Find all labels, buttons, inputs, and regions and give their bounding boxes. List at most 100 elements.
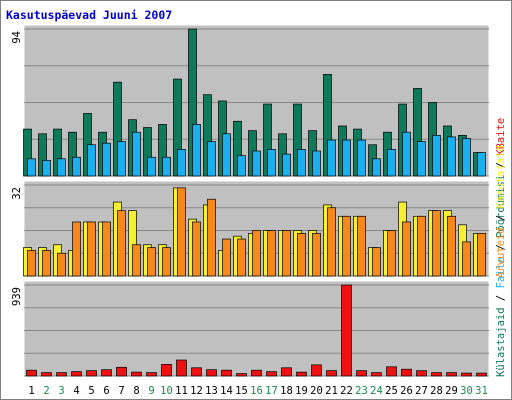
bar-pages-2-day-23 xyxy=(357,215,366,277)
bar-pages-2-day-6 xyxy=(102,221,111,277)
bar-pages-2-day-7 xyxy=(117,210,126,277)
legend-entry: Külastajaid xyxy=(495,307,507,377)
bar-visits-2-day-22 xyxy=(342,139,351,177)
bar-bytes-1-day-1 xyxy=(26,369,37,377)
bar-visits-2-day-24 xyxy=(372,158,381,177)
bar-pages-2-day-28 xyxy=(432,210,441,277)
bar-pages-2-day-22 xyxy=(342,215,351,277)
bar-bytes-1-day-18 xyxy=(281,367,292,377)
x-tick-label: 27 xyxy=(415,385,428,397)
bar-visits-2-day-4 xyxy=(72,156,81,177)
x-tick-label: 25 xyxy=(385,385,398,397)
bar-bytes-1-day-27 xyxy=(416,370,427,377)
legend-entry: Pöördumisi xyxy=(495,175,507,238)
bar-visits-2-day-17 xyxy=(267,149,276,177)
bar-visits-2-day-25 xyxy=(387,149,396,177)
bar-visits-2-day-5 xyxy=(87,144,96,177)
x-axis-labels: 1 2 3 4 5 6 7 8 9 10 11 12 13 14 15 16 17 18 19 20 21 22 23 24 2… xyxy=(28,385,487,397)
bar-visits-2-day-7 xyxy=(117,141,126,177)
x-tick-label: 20 xyxy=(310,385,323,397)
bar-visits-2-day-18 xyxy=(282,153,291,177)
bar-pages-2-day-9 xyxy=(147,247,156,277)
bar-bytes-1-day-24 xyxy=(371,372,382,377)
x-tick-label: 29 xyxy=(445,385,458,397)
bar-bytes-1-day-14 xyxy=(221,369,232,377)
y-max-label: 32 xyxy=(11,187,23,200)
bar-bytes-1-day-17 xyxy=(266,371,277,377)
x-tick-label: 14 xyxy=(220,385,233,397)
chart-title: Kasutuspäevad Juuni 2007 xyxy=(6,8,172,22)
bar-pages-2-day-13 xyxy=(207,198,216,277)
bar-visits-2-day-9 xyxy=(147,156,156,177)
x-tick-label: 16 xyxy=(250,385,263,397)
bar-pages-2-day-3 xyxy=(57,252,66,277)
bar-visits-2-day-20 xyxy=(312,150,321,177)
bar-visits-2-day-14 xyxy=(222,133,231,177)
bar-visits-2-day-29 xyxy=(447,136,456,177)
bar-bytes-1-day-15 xyxy=(236,373,247,377)
x-tick-label: 1 xyxy=(28,385,34,397)
bar-bytes-1-day-2 xyxy=(41,372,52,377)
x-tick-label: 30 xyxy=(460,385,473,397)
bar-bytes-1-day-6 xyxy=(101,369,112,377)
legend-separator: / xyxy=(495,238,507,257)
bar-visits-2-day-2 xyxy=(42,160,51,177)
bar-bytes-1-day-7 xyxy=(116,366,127,377)
bar-pages-2-day-16 xyxy=(252,230,261,277)
bar-pages-2-day-29 xyxy=(447,215,456,277)
bar-pages-2-day-27 xyxy=(417,215,426,277)
panel-pages: 32 xyxy=(11,180,490,278)
x-tick-label: 8 xyxy=(133,385,139,397)
x-tick-label: 26 xyxy=(400,385,413,397)
bar-bytes-1-day-31 xyxy=(476,372,487,377)
bar-bytes-1-day-22 xyxy=(341,284,352,377)
x-tick-label: 5 xyxy=(88,385,94,397)
bar-visits-2-day-19 xyxy=(297,149,306,177)
bar-pages-2-day-2 xyxy=(42,250,51,277)
bar-bytes-1-day-21 xyxy=(326,370,337,377)
legend-separator: / xyxy=(495,208,507,227)
bar-pages-2-day-11 xyxy=(177,187,186,277)
bar-visits-2-day-28 xyxy=(432,134,441,177)
bar-bytes-1-day-28 xyxy=(431,372,442,377)
x-tick-label: 21 xyxy=(325,385,338,397)
bar-visits-2-day-21 xyxy=(327,139,336,177)
x-tick-label: 9 xyxy=(148,385,154,397)
bar-visits-2-day-27 xyxy=(417,141,426,177)
bar-visits-2-day-6 xyxy=(102,142,111,177)
bar-pages-2-day-26 xyxy=(402,221,411,277)
panel-background xyxy=(23,280,490,378)
bar-visits-2-day-3 xyxy=(57,158,66,177)
bar-pages-2-day-4 xyxy=(72,221,81,277)
legend-text: Külastajaid / Faile / Pöördumisi / KBait… xyxy=(495,118,507,377)
bar-pages-2-day-19 xyxy=(297,232,306,277)
bar-bytes-1-day-8 xyxy=(131,371,142,377)
legend-right: Külastajaid / Faile / Pöördumisi / KBait… xyxy=(495,118,507,377)
legend-entry: KBaite xyxy=(495,118,507,156)
x-tick-label: 31 xyxy=(475,385,488,397)
bar-bytes-1-day-30 xyxy=(461,372,472,377)
bar-visits-2-day-13 xyxy=(207,141,216,177)
bar-bytes-1-day-16 xyxy=(251,369,262,377)
bar-visits-2-day-30 xyxy=(462,138,471,177)
bar-pages-2-day-20 xyxy=(312,232,321,277)
bar-bytes-1-day-11 xyxy=(176,359,187,377)
x-tick-label: 11 xyxy=(175,385,188,397)
bar-bytes-1-day-20 xyxy=(311,364,322,377)
bar-pages-2-day-31 xyxy=(477,232,486,277)
bar-visits-2-day-16 xyxy=(252,150,261,177)
bar-pages-2-day-10 xyxy=(162,247,171,277)
legend-text: Arvuteid / Kasutajaid xyxy=(495,145,507,278)
bar-pages-2-day-18 xyxy=(282,230,291,277)
legend-entry: Arvuteid xyxy=(495,227,507,278)
legend-entry: Kasutajaid xyxy=(495,145,507,208)
bar-pages-2-day-21 xyxy=(327,207,336,277)
bar-bytes-1-day-12 xyxy=(191,367,202,377)
x-tick-label: 13 xyxy=(205,385,218,397)
x-tick-label: 28 xyxy=(430,385,443,397)
bar-bytes-1-day-19 xyxy=(296,371,307,377)
bar-bytes-1-day-23 xyxy=(356,370,367,377)
bar-bytes-1-day-3 xyxy=(56,372,67,377)
bar-pages-2-day-1 xyxy=(27,250,36,277)
